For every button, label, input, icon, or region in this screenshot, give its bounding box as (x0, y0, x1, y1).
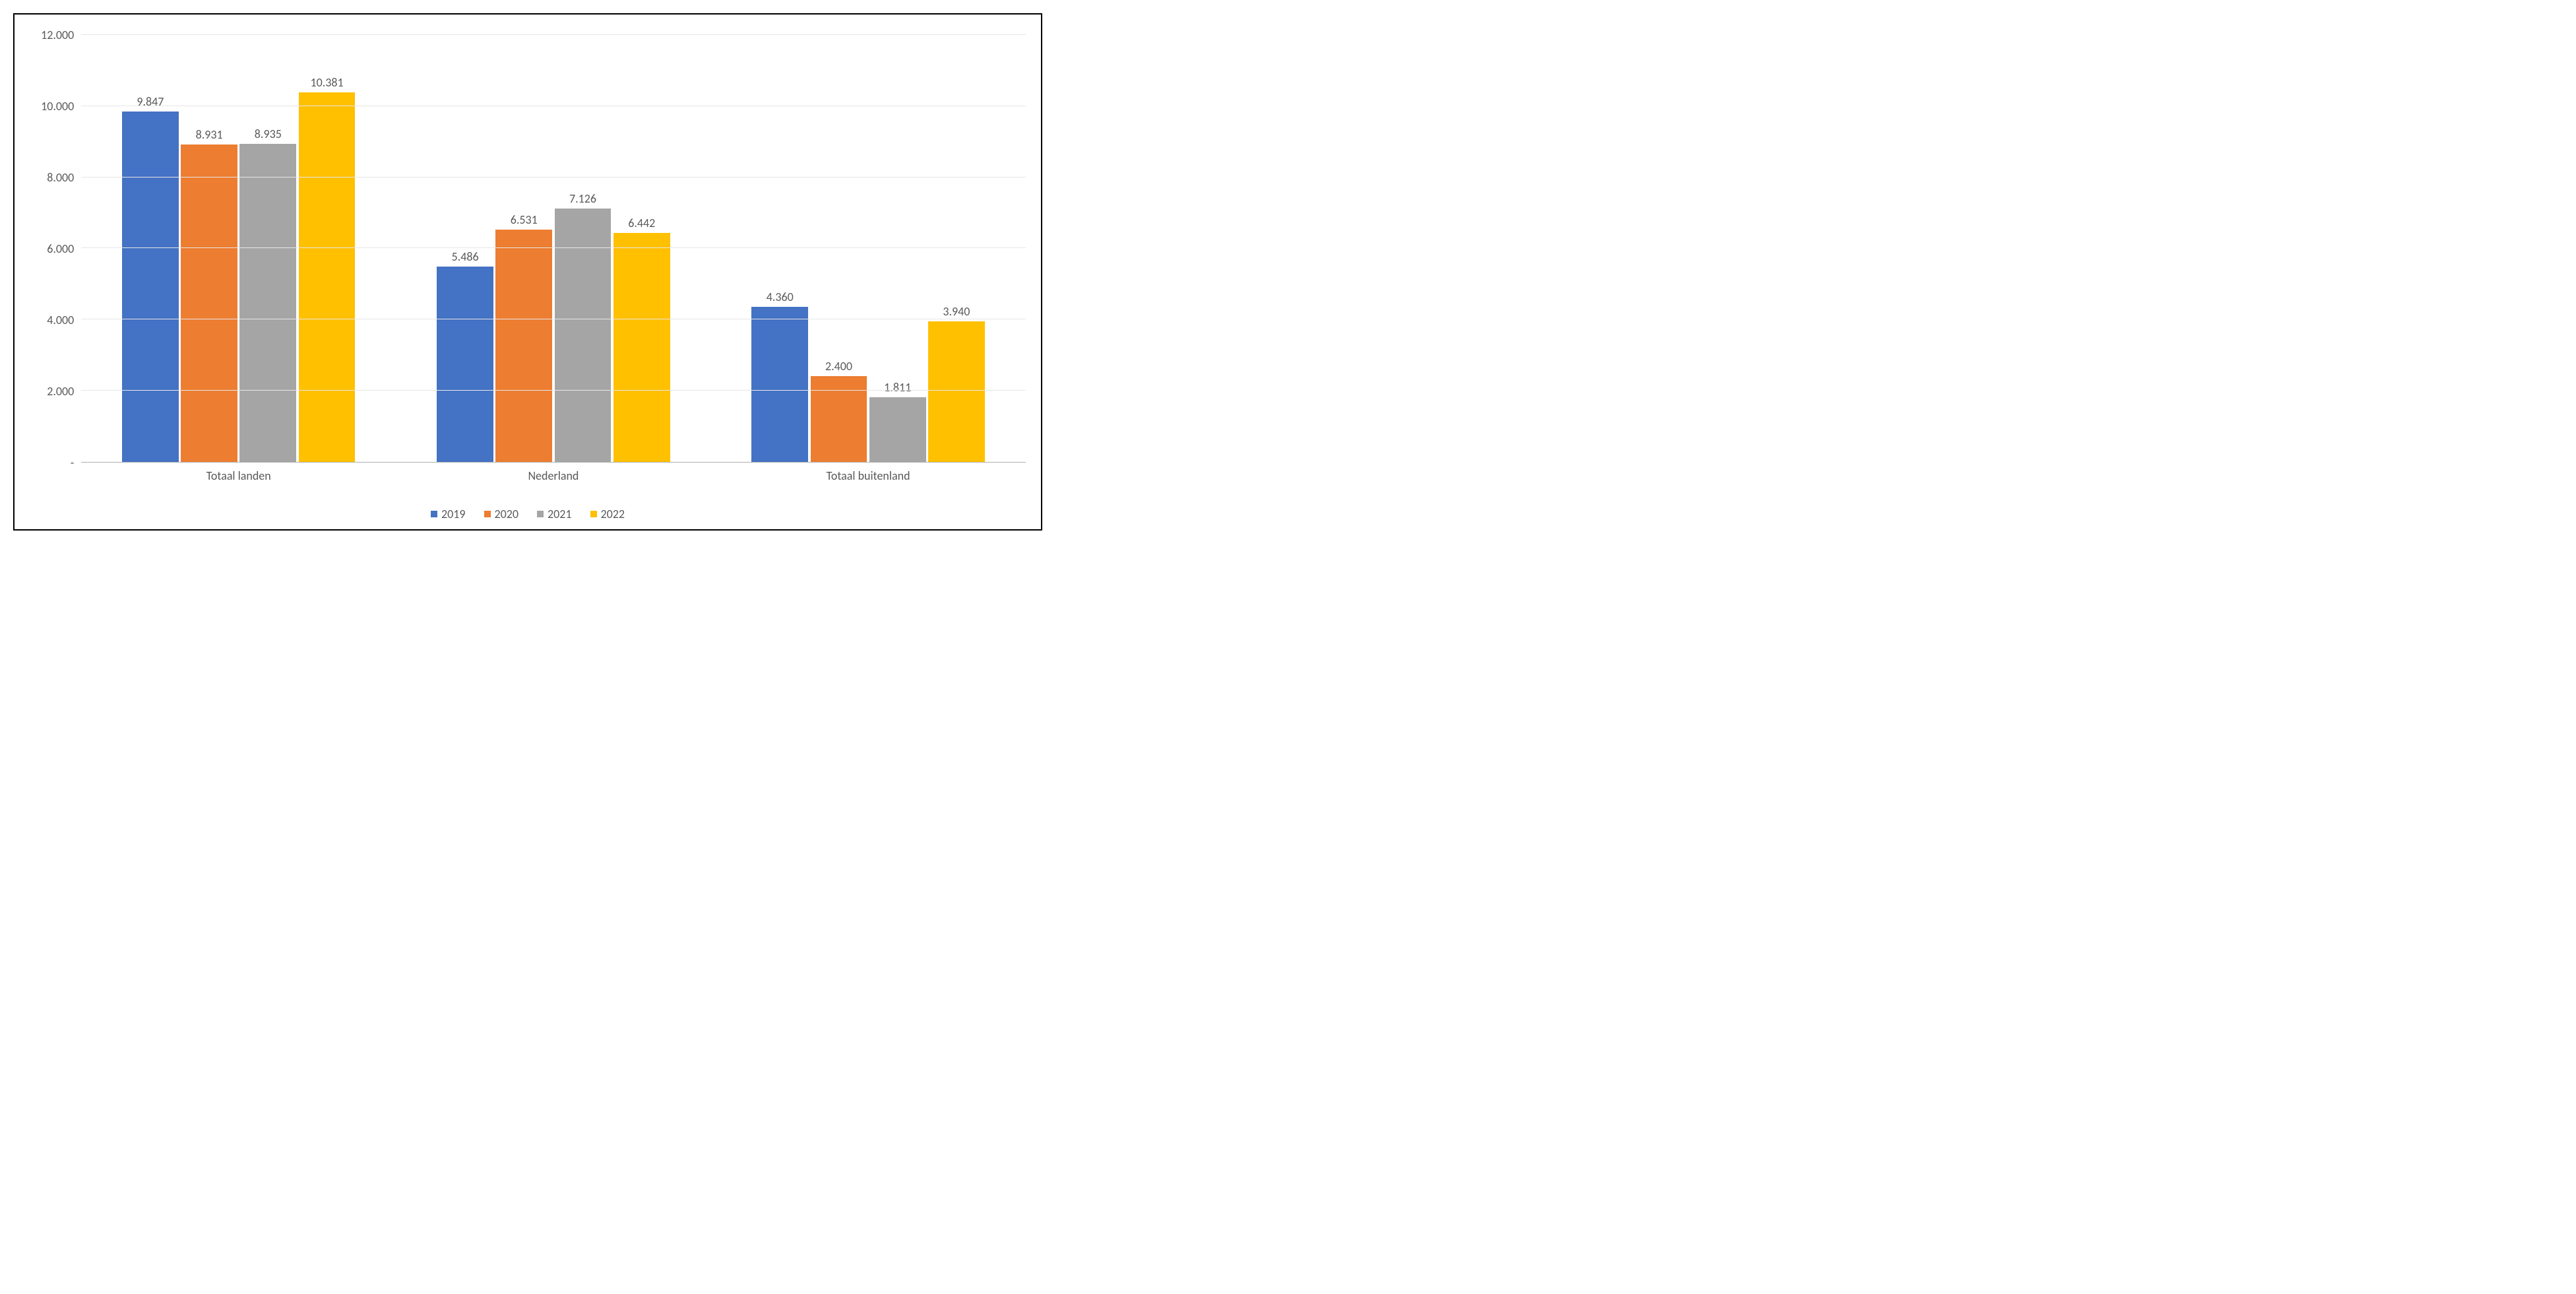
gridline (81, 177, 1026, 178)
ytick-label: 8.000 (47, 170, 74, 185)
ytick-label: 2.000 (47, 384, 74, 399)
xtick-label: Totaal buitenland (827, 469, 910, 483)
legend-label: 2019 (441, 507, 466, 521)
bar-value-label: 6.531 (511, 212, 538, 227)
ytick-label: 10.000 (41, 99, 74, 113)
ytick-label: 6.000 (47, 242, 74, 256)
bar (495, 230, 552, 462)
bar-value-label: 1.811 (884, 380, 911, 395)
bar-value-label: 5.486 (452, 249, 479, 264)
bar-value-label: 6.442 (628, 216, 655, 230)
bar (239, 144, 296, 461)
legend-label: 2022 (601, 507, 625, 521)
legend-item: 2022 (590, 507, 625, 521)
bar (555, 209, 612, 462)
bar-value-label: 9.847 (137, 94, 164, 109)
bar (869, 397, 926, 462)
gridline (81, 390, 1026, 391)
bar (613, 233, 670, 462)
gridline (81, 34, 1026, 35)
bar-value-label: 7.126 (569, 191, 596, 206)
legend: 2019 2020 2021 2022 (15, 507, 1041, 521)
bar (181, 145, 237, 462)
bar-value-label: 8.931 (196, 127, 223, 142)
bar-value-label: 8.935 (255, 127, 282, 141)
legend-swatch (484, 511, 491, 517)
legend-label: 2020 (495, 507, 519, 521)
legend-swatch (537, 511, 544, 517)
legend-swatch (431, 511, 437, 517)
chart-container: 9.847 8.931 8.935 10.381 Totaal landen 5.486 6… (13, 13, 1042, 531)
legend-item: 2019 (431, 507, 466, 521)
bar-value-label: 10.381 (310, 75, 343, 90)
ytick-label: 4.000 (47, 313, 74, 327)
bar-value-label: 3.940 (943, 304, 970, 319)
legend-swatch (590, 511, 597, 517)
bar-value-label: 4.360 (767, 290, 794, 304)
plot-area: 9.8478.9318.93510.381Totaal landen5.4866… (81, 35, 1026, 462)
ytick-label: 12.000 (41, 28, 74, 42)
bar (928, 321, 985, 461)
bar-value-label: 2.400 (825, 359, 852, 373)
bar (437, 267, 493, 462)
bar (122, 112, 179, 461)
bar (811, 376, 867, 461)
xtick-label: Totaal landen (206, 469, 271, 483)
legend-label: 2021 (548, 507, 572, 521)
bar (751, 307, 808, 462)
ytick-label: - (71, 455, 75, 470)
legend-item: 2020 (484, 507, 519, 521)
legend-item: 2021 (537, 507, 572, 521)
gridline (81, 247, 1026, 248)
xtick-label: Nederland (528, 469, 579, 483)
bar (299, 92, 356, 461)
